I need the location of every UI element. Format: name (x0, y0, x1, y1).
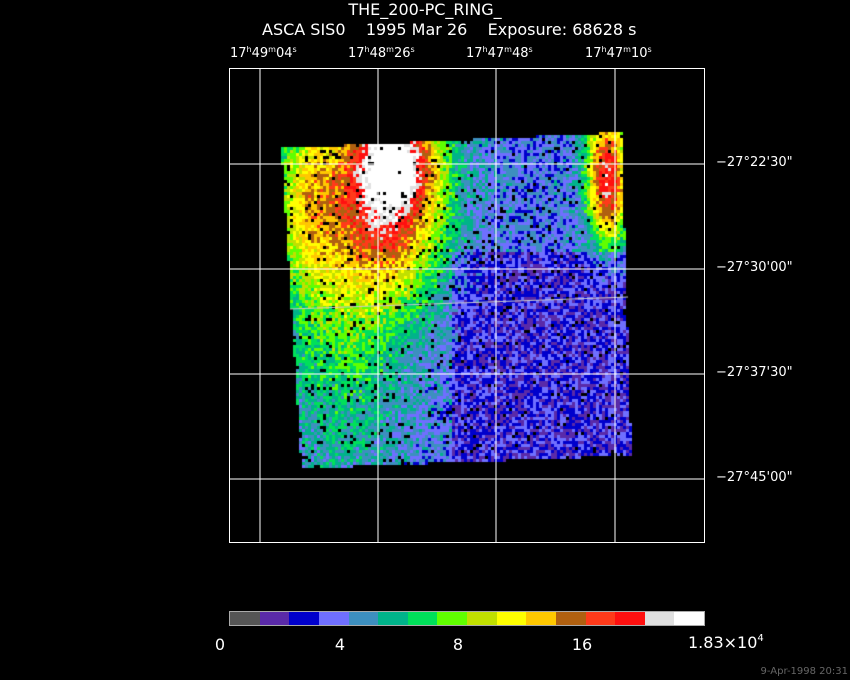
timestamp: 9-Apr-1998 20:31 (760, 666, 848, 677)
colorbar-swatch (496, 612, 527, 625)
image-subtitle: ASCA SIS0 1995 Mar 26 Exposure: 68628 s (262, 20, 637, 39)
colorbar-tick-16: 16 (571, 635, 593, 654)
dec-label-4: −27°45'00" (716, 470, 793, 485)
ra-label-1: 17h49m04s (230, 45, 297, 61)
colorbar-swatch (674, 612, 704, 625)
colorbar-tick-8: 8 (452, 635, 464, 654)
colorbar-swatch (230, 612, 260, 625)
xray-intensity-map (230, 69, 704, 542)
ra-label-4: 17h47m10s (585, 45, 652, 61)
colorbar-swatch (615, 612, 645, 625)
colorbar-swatch (259, 612, 290, 625)
dec-label-3: −27°37'30" (716, 365, 793, 380)
colorbar-swatch (526, 612, 556, 625)
dec-label-2: −27°30'00" (716, 260, 793, 275)
colorbar-swatch (644, 612, 675, 625)
colorbar-swatch (407, 612, 438, 625)
image-title: THE_200-PC_RING_ (348, 0, 502, 19)
colorbar-swatch (585, 612, 616, 625)
colorbar-swatch (348, 612, 379, 625)
ra-label-2: 17h48m26s (348, 45, 415, 61)
colorbar-swatch (467, 612, 497, 625)
coordinate-grid (230, 69, 704, 542)
colorbar-swatch (289, 612, 319, 625)
image-frame (229, 68, 705, 543)
colorbar-swatch (555, 612, 586, 625)
dec-label-1: −27°22'30" (716, 155, 793, 170)
colorbar-tick-4: 4 (334, 635, 346, 654)
colorbar-tick-0: 0 (214, 635, 226, 654)
ra-label-3: 17h47m48s (466, 45, 533, 61)
colorbar (229, 611, 705, 626)
colorbar-swatch (318, 612, 349, 625)
colorbar-max-label: 1.83×104 (688, 633, 764, 652)
colorbar-swatch (437, 612, 467, 625)
colorbar-swatch (378, 612, 408, 625)
